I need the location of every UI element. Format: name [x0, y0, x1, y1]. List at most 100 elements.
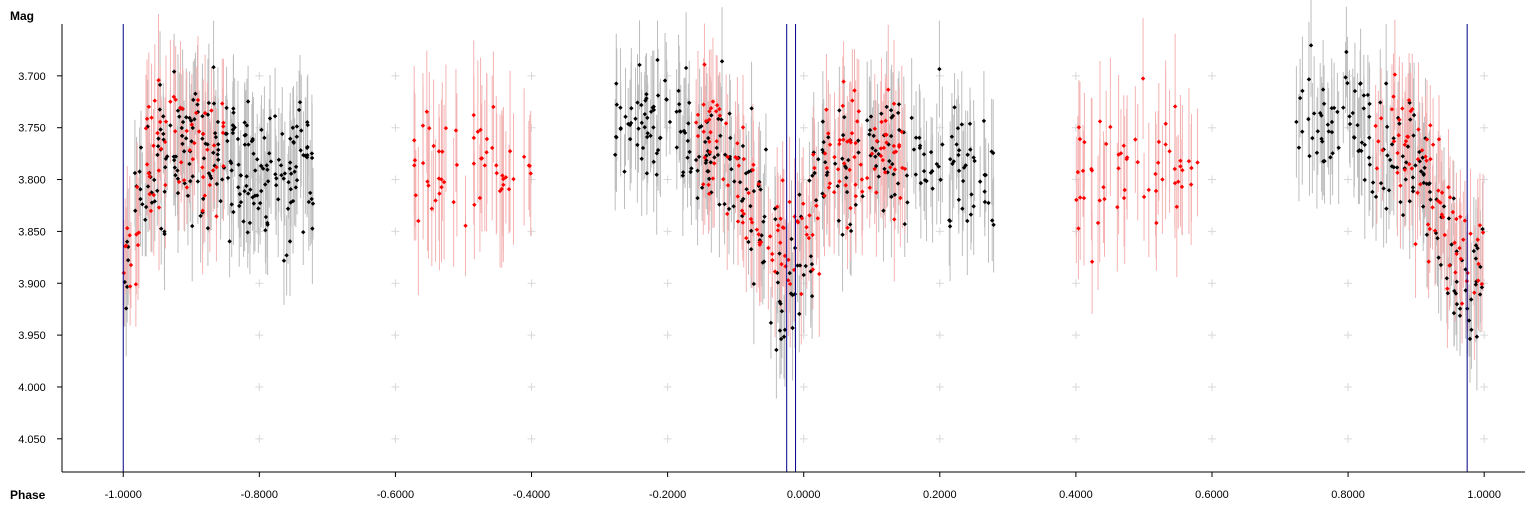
red-data-point [832, 154, 837, 160]
grid-marker [527, 71, 536, 80]
black-data-point [1424, 232, 1430, 237]
black-data-point [267, 116, 273, 121]
black-data-point [225, 175, 231, 181]
black-data-point [890, 161, 895, 167]
black-data-point [152, 177, 157, 183]
black-data-point [715, 152, 721, 158]
black-data-point [1454, 249, 1459, 254]
black-data-point [947, 224, 953, 229]
grid-marker [1207, 123, 1216, 132]
red-data-point [1172, 166, 1177, 172]
black-data-point [158, 127, 163, 132]
black-data-point [844, 175, 849, 180]
black-data-point [231, 209, 236, 215]
red-data-point [1475, 237, 1480, 242]
black-data-point [1457, 306, 1463, 311]
grid-marker [391, 71, 400, 80]
black-data-point [1434, 197, 1439, 202]
red-data-point [156, 77, 161, 83]
black-data-point [751, 188, 757, 194]
black-data-point [937, 66, 942, 72]
black-data-point [138, 187, 143, 192]
black-data-point [1410, 175, 1416, 180]
black-data-point [728, 135, 733, 141]
red-data-point [1167, 149, 1172, 154]
black-data-point [749, 106, 754, 111]
black-data-point [947, 218, 952, 223]
red-data-point [1172, 104, 1178, 109]
red-data-point [426, 183, 431, 188]
black-data-point [218, 198, 223, 204]
red-data-point [735, 194, 740, 199]
black-data-point [292, 169, 297, 174]
black-data-point [822, 160, 828, 165]
red-data-point [741, 211, 746, 217]
black-data-point [230, 123, 236, 128]
black-data-point [955, 126, 961, 131]
black-data-point [722, 152, 728, 157]
red-data-point [205, 147, 210, 152]
black-data-point [287, 160, 293, 165]
black-data-point [1367, 162, 1373, 167]
red-data-point [1074, 197, 1079, 203]
red-data-point [1409, 166, 1415, 171]
black-data-point [1454, 279, 1459, 284]
black-data-point [285, 206, 291, 211]
black-data-point [251, 201, 257, 206]
red-data-point [837, 179, 842, 184]
black-data-point [1330, 151, 1335, 156]
black-data-point [775, 280, 781, 285]
black-data-point [695, 195, 700, 201]
black-data-point [1341, 105, 1346, 110]
black-data-point [902, 221, 907, 227]
black-data-point [1361, 93, 1367, 98]
red-data-point [1405, 134, 1410, 139]
grid-marker [255, 71, 264, 80]
red-data-point [1095, 220, 1101, 226]
red-data-point [1189, 165, 1194, 171]
red-data-point [878, 153, 884, 159]
black-data-point [626, 121, 631, 127]
black-data-point [1457, 313, 1463, 318]
x-tick-label: -0.2000 [649, 489, 686, 501]
black-data-point [727, 111, 732, 116]
red-data-point [1178, 164, 1183, 169]
black-data-point [758, 187, 763, 192]
red-data-point [781, 225, 787, 231]
black-data-point [1318, 110, 1323, 116]
black-data-point [1296, 145, 1302, 150]
black-data-point [820, 119, 826, 124]
black-data-point [618, 105, 623, 110]
grid-marker [255, 434, 264, 443]
red-data-point [482, 163, 488, 168]
red-data-point [211, 143, 217, 148]
red-data-point [893, 149, 899, 154]
grid-marker [799, 71, 808, 80]
red-data-point [891, 143, 897, 149]
red-data-point [1416, 127, 1421, 132]
black-data-point [163, 165, 168, 170]
red-data-point [756, 181, 761, 187]
black-data-point [161, 114, 166, 119]
black-data-point [781, 334, 787, 339]
red-data-point [440, 149, 445, 154]
grid-marker [391, 331, 400, 340]
black-data-point [195, 109, 201, 115]
black-data-point [648, 109, 654, 114]
red-data-point [845, 139, 850, 144]
black-data-point [677, 108, 682, 114]
black-data-point [200, 114, 205, 119]
black-data-point [1311, 111, 1317, 116]
red-data-point [1430, 205, 1435, 210]
red-data-point [837, 137, 842, 143]
red-data-point [778, 216, 783, 221]
black-data-point [959, 122, 964, 127]
red-data-point [899, 129, 904, 135]
grid-marker [391, 382, 400, 391]
red-data-point [1468, 231, 1473, 236]
black-data-point [257, 200, 263, 206]
black-data-point [693, 157, 699, 163]
red-data-point [181, 178, 187, 183]
red-data-point [1454, 216, 1459, 222]
